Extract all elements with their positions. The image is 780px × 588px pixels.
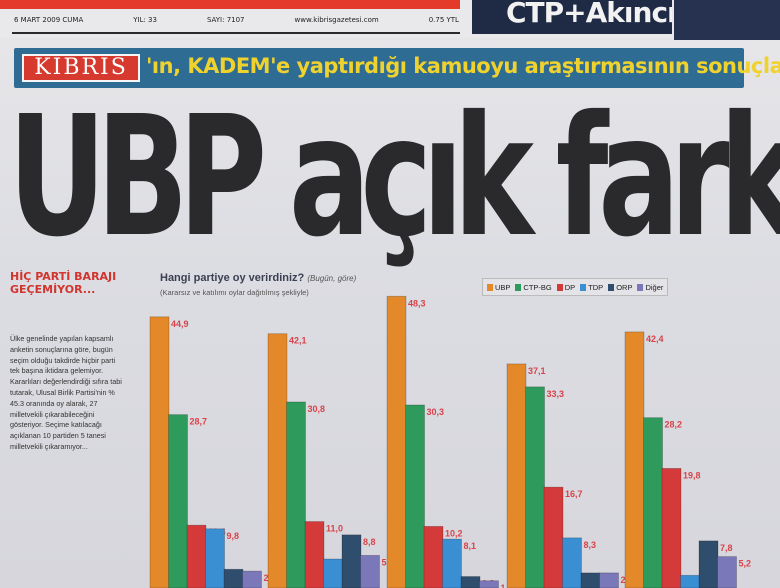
legend-label: DP	[564, 282, 576, 292]
chart-data-label: 37,1	[528, 366, 546, 376]
legend-label: CTP-BG	[523, 282, 552, 292]
website: www.kibrisgazetesi.com	[294, 16, 379, 24]
chart-data-label: 7,8	[720, 543, 733, 553]
legend-swatch	[515, 283, 522, 291]
chart-bar	[717, 556, 737, 588]
chart-data-label: 8,3	[584, 540, 597, 550]
legend-item: ORP	[608, 283, 632, 292]
chart-bar	[149, 316, 170, 588]
chart-bar	[223, 568, 244, 588]
legend-item: CTP-BG	[515, 282, 552, 292]
chart-bar	[267, 333, 288, 588]
chart-data-label: 8,1	[464, 541, 477, 551]
legend-label: ORP	[616, 282, 633, 292]
chart-bar	[643, 417, 663, 588]
chart-data-label: 1,2	[501, 583, 514, 588]
chart-data-label: 8,8	[363, 537, 376, 547]
chart-bar	[661, 468, 682, 588]
issue-date: 6 MART 2009 CUMA	[14, 16, 84, 24]
chart-data-label: 28,2	[665, 420, 683, 430]
legend-swatch	[556, 283, 563, 291]
price: 0.75 YTL	[428, 16, 459, 24]
chart-data-label: 28,7	[190, 417, 208, 427]
side-article-title: HİÇ PARTİ BARAJI GEÇEMİYOR...	[10, 270, 117, 296]
chart-data-label: 48,3	[408, 298, 426, 308]
kibris-logo: KIBRIS	[22, 54, 140, 82]
legend-item: TDP	[580, 283, 603, 292]
chart-bar	[205, 528, 225, 588]
chart-bar	[360, 554, 380, 588]
chart-bar	[286, 401, 306, 588]
chart-bar	[304, 521, 325, 588]
chart-data-label: 9,8	[227, 531, 240, 541]
side-article-body: Ülke genelinde yapılan kapsamlı anketin …	[10, 334, 122, 451]
chart-bar	[423, 525, 444, 588]
chart-bar	[580, 572, 601, 588]
chart-title-note: (Bugün, göre)	[307, 274, 357, 283]
legend-item: DP	[556, 282, 576, 292]
chart-bar	[543, 486, 564, 588]
chart-bar	[599, 572, 619, 588]
promo-side-panel	[674, 0, 780, 40]
chart-title-text: Hangi partiye oy verirdiniz?	[160, 272, 305, 284]
chart-data-label: 42,1	[289, 336, 307, 346]
chart-bar	[386, 295, 407, 588]
band-text: 'ın, KADEM'e yaptırdığı kamuoyu araştırm…	[146, 54, 780, 78]
chart-bar	[680, 574, 700, 588]
issue-number: SAYI: 7107	[206, 16, 245, 24]
masthead-meta: 6 MART 2009 CUMA YIL: 33 SAYI: 7107 www.…	[14, 16, 459, 30]
chart-data-label: 30,3	[427, 407, 445, 417]
legend-swatch	[487, 283, 493, 291]
chart-bar	[405, 404, 425, 588]
promo-text: CTP+Akıncı	[506, 0, 672, 29]
chart-bar	[460, 576, 481, 588]
chart-data-label: 30,8	[308, 404, 326, 414]
legend-label: Diğer	[645, 282, 664, 292]
legend-item: UBP	[487, 283, 510, 292]
masthead-red-band	[0, 0, 460, 9]
chart-bar	[479, 580, 499, 588]
legend-item: Diğer	[637, 283, 663, 292]
chart-subtitle: (Kararsız ve katılımı oylar dağıtılmış ş…	[160, 288, 309, 297]
chart-bar	[506, 363, 527, 588]
chart-bar	[341, 534, 362, 588]
headline-band: KIBRIS 'ın, KADEM'e yaptırdığı kamuoyu a…	[14, 48, 780, 88]
legend-swatch	[637, 283, 644, 291]
legend-label: UBP	[495, 282, 511, 292]
chart-bar	[442, 538, 462, 588]
masthead-rule	[12, 32, 460, 34]
chart-data-label: 19,8	[683, 470, 701, 480]
chart-bar	[698, 540, 719, 588]
promo-box: CTP+Akıncı	[472, 0, 672, 34]
legend-label: TDP	[588, 282, 604, 292]
chart-bar	[525, 386, 545, 588]
chart-data-label: 11,0	[326, 524, 343, 534]
legend-swatch	[608, 283, 615, 291]
chart-data-label: 33,3	[547, 389, 565, 399]
chart-title: Hangi partiye oy verirdiniz? (Bugün, gör…	[160, 272, 356, 284]
chart-bar	[242, 570, 262, 588]
chart-bar	[323, 558, 343, 588]
chart-data-label: 10,2	[445, 528, 463, 538]
chart-bar	[168, 414, 188, 588]
chart-data-label: 16,7	[565, 489, 583, 499]
chart-bar	[562, 537, 582, 588]
chart-data-label: 5,2	[739, 559, 752, 569]
chart-bar	[186, 524, 207, 588]
chart-data-label: 44,9	[171, 319, 189, 329]
chart-legend: UBP CTP-BG DP TDP ORP Diğer	[482, 278, 669, 296]
legend-swatch	[580, 283, 587, 291]
chart-data-label: 42,4	[646, 334, 664, 344]
issue-year: YIL: 33	[133, 16, 157, 24]
chart-bar	[624, 331, 645, 588]
